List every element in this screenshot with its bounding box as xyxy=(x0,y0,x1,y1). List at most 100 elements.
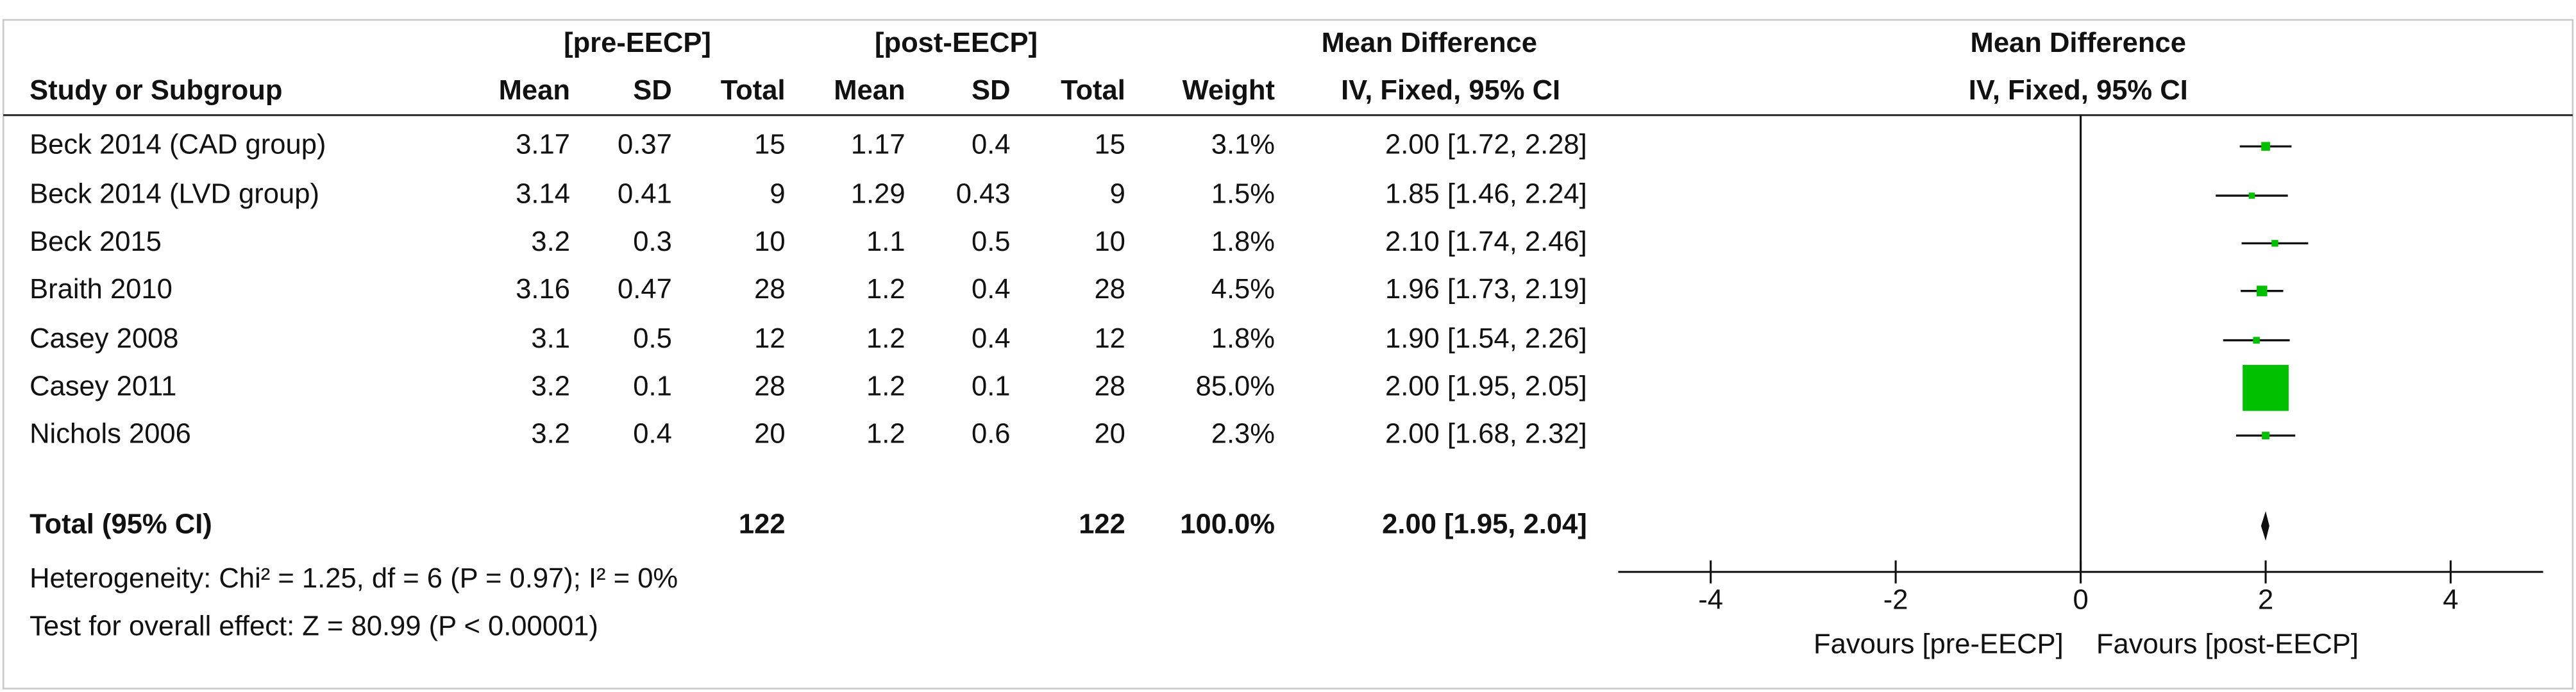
total-name: Total (95% CI) xyxy=(29,509,212,540)
cell: 3.2 xyxy=(531,419,570,450)
cell: 12 xyxy=(1094,323,1125,354)
cell: 1.8% xyxy=(1211,226,1275,257)
cell: 3.1 xyxy=(531,323,570,354)
cell: 2.00 [1.95, 2.05] xyxy=(1385,371,1587,401)
cell: 3.17 xyxy=(516,130,570,160)
cell: 0.1 xyxy=(972,371,1011,401)
cell: 3.2 xyxy=(531,226,570,257)
cell: 1.96 [1.73, 2.19] xyxy=(1385,274,1587,305)
cell: 9 xyxy=(1110,179,1125,210)
cell: 0.4 xyxy=(972,274,1011,305)
x-tick-label: 2 xyxy=(2258,584,2273,615)
group-header: Mean Difference xyxy=(1971,28,2186,58)
study-name: Beck 2015 xyxy=(29,226,162,257)
cell: 20 xyxy=(1094,419,1125,450)
overall-effect: Test for overall effect: Z = 80.99 (P < … xyxy=(29,611,598,641)
cell: 0.4 xyxy=(972,323,1011,354)
total-cell: 100.0% xyxy=(1180,509,1275,540)
study-name: Casey 2011 xyxy=(29,371,176,401)
cell: 1.2 xyxy=(866,274,905,305)
cell: 12 xyxy=(754,323,785,354)
column-header: IV, Fixed, 95% CI xyxy=(1969,75,2188,106)
cell: 28 xyxy=(754,371,785,401)
cell: 28 xyxy=(1094,371,1125,401)
cell: 0.5 xyxy=(972,226,1011,257)
column-header: SD xyxy=(633,75,672,106)
cell: 10 xyxy=(1094,226,1125,257)
cell: 0.6 xyxy=(972,419,1011,450)
effect-square xyxy=(2243,364,2289,411)
cell: 0.43 xyxy=(956,179,1011,210)
cell: 2.3% xyxy=(1211,419,1275,450)
total-cell: 122 xyxy=(739,509,786,540)
study-name: Beck 2014 (CAD group) xyxy=(29,130,326,160)
column-header: Total xyxy=(721,75,786,106)
column-header: IV, Fixed, 95% CI xyxy=(1341,75,1560,106)
cell: 0.47 xyxy=(618,274,672,305)
cell: 0.37 xyxy=(618,130,672,160)
effect-square xyxy=(2253,337,2260,344)
effect-square xyxy=(2257,285,2268,296)
effect-square xyxy=(2248,192,2255,199)
cell: 15 xyxy=(754,130,785,160)
cell: 2.00 [1.72, 2.28] xyxy=(1385,130,1587,160)
favours-label: Favours [post-EECP] xyxy=(2096,629,2359,660)
x-tick-label: 0 xyxy=(2073,584,2088,615)
cell: 1.90 [1.54, 2.26] xyxy=(1385,323,1587,354)
group-header: Mean Difference xyxy=(1322,28,1537,58)
cell: 1.5% xyxy=(1211,179,1275,210)
column-header: SD xyxy=(972,75,1011,106)
cell: 2.00 [1.68, 2.32] xyxy=(1385,419,1587,450)
cell: 15 xyxy=(1094,130,1125,160)
cell: 28 xyxy=(1094,274,1125,305)
cell: 0.5 xyxy=(633,323,672,354)
study-name: Casey 2008 xyxy=(29,323,178,354)
cell: 28 xyxy=(754,274,785,305)
cell: 1.85 [1.46, 2.24] xyxy=(1385,179,1587,210)
column-header: Total xyxy=(1061,75,1125,106)
effect-square xyxy=(2262,432,2269,440)
frame xyxy=(2,19,2574,689)
favours-label: Favours [pre-EECP] xyxy=(1814,629,2064,660)
study-name: Braith 2010 xyxy=(29,274,173,305)
cell: 3.16 xyxy=(516,274,570,305)
cell: 1.2 xyxy=(866,419,905,450)
study-name: Nichols 2006 xyxy=(29,419,191,450)
summary-diamond xyxy=(2260,511,2269,541)
x-tick-label: -4 xyxy=(1698,584,1723,615)
column-header: Study or Subgroup xyxy=(29,75,282,106)
cell: 1.1 xyxy=(866,226,905,257)
study-name: Beck 2014 (LVD group) xyxy=(29,179,319,210)
cell: 9 xyxy=(770,179,785,210)
cell: 1.29 xyxy=(851,179,905,210)
cell: 2.10 [1.74, 2.46] xyxy=(1385,226,1587,257)
cell: 1.2 xyxy=(866,323,905,354)
effect-square xyxy=(2261,142,2270,151)
cell: 0.41 xyxy=(618,179,672,210)
cell: 1.17 xyxy=(851,130,905,160)
column-header: Mean xyxy=(499,75,570,106)
cell: 0.4 xyxy=(633,419,672,450)
group-header: [post-EECP] xyxy=(875,28,1038,58)
group-header: [pre-EECP] xyxy=(564,28,711,58)
total-cell: 122 xyxy=(1079,509,1125,540)
cell: 1.2 xyxy=(866,371,905,401)
cell: 0.3 xyxy=(633,226,672,257)
x-tick-label: 4 xyxy=(2443,584,2458,615)
total-cell: 2.00 [1.95, 2.04] xyxy=(1382,509,1587,540)
cell: 3.1% xyxy=(1211,130,1275,160)
cell: 3.2 xyxy=(531,371,570,401)
cell: 1.8% xyxy=(1211,323,1275,354)
x-tick-label: -2 xyxy=(1883,584,1908,615)
cell: 20 xyxy=(754,419,785,450)
cell: 4.5% xyxy=(1211,274,1275,305)
effect-square xyxy=(2271,240,2278,247)
heterogeneity: Heterogeneity: Chi² = 1.25, df = 6 (P = … xyxy=(29,563,678,594)
cell: 10 xyxy=(754,226,785,257)
column-header: Mean xyxy=(834,75,905,106)
cell: 3.14 xyxy=(516,179,570,210)
cell: 0.4 xyxy=(972,130,1011,160)
column-header: Weight xyxy=(1183,75,1275,106)
cell: 0.1 xyxy=(633,371,672,401)
